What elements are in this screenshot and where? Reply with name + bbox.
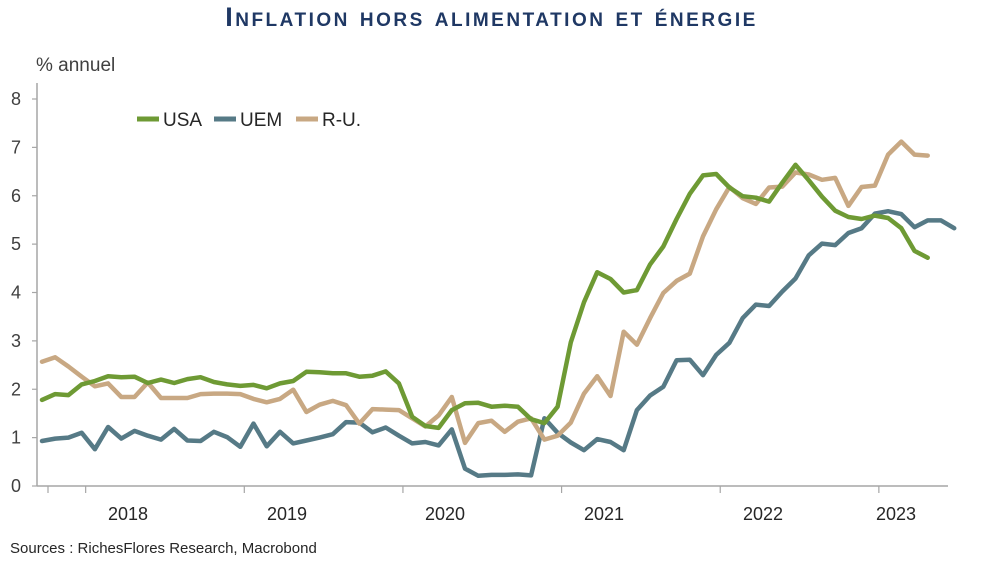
- source-note: Sources : RichesFlores Research, Macrobo…: [10, 540, 317, 557]
- x-tick-label: 2020: [425, 504, 465, 524]
- y-axis-label: % annuel: [36, 55, 116, 76]
- y-tick-label: 8: [11, 89, 21, 109]
- x-tick-label: 2022: [743, 504, 783, 524]
- x-tick-label: 2018: [108, 504, 148, 524]
- y-tick-label: 0: [11, 476, 21, 496]
- x-tick-label: 2019: [267, 504, 307, 524]
- y-tick-label: 2: [11, 379, 21, 399]
- series-line-uem: [39, 208, 957, 479]
- y-tick-label: 1: [11, 428, 21, 448]
- legend: USA UEM R-U.: [137, 110, 361, 131]
- legend-label: USA: [163, 110, 202, 131]
- series-line-ru: [39, 139, 930, 446]
- y-tick-label: 6: [11, 186, 21, 206]
- legend-label: UEM: [240, 110, 282, 131]
- legend-label: R-U.: [322, 110, 361, 131]
- x-tick-label: 2021: [584, 504, 624, 524]
- series-layer: [39, 139, 957, 479]
- chart-title: Inflation hors alimentation et énergie: [225, 2, 758, 32]
- y-tick-label: 4: [11, 283, 21, 303]
- axes: 0 1 2 3 4 5 6 7 8 2018 2019 2020 2021 2022 2023: [11, 83, 948, 524]
- y-tick-label: 3: [11, 331, 21, 351]
- y-tick-label: 7: [11, 137, 21, 157]
- series-line-usa: [39, 162, 930, 431]
- x-tick-label: 2023: [876, 504, 916, 524]
- y-tick-label: 5: [11, 234, 21, 254]
